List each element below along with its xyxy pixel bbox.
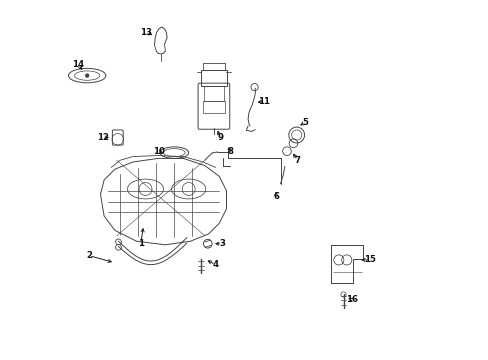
Text: 5: 5: [302, 118, 307, 127]
Text: 4: 4: [212, 260, 218, 269]
Text: 15: 15: [363, 256, 375, 264]
Bar: [203, 101, 224, 113]
Circle shape: [85, 74, 88, 77]
Text: 6: 6: [273, 192, 279, 201]
Text: 11: 11: [258, 97, 270, 106]
Text: 12: 12: [97, 133, 109, 142]
Text: 14: 14: [72, 60, 84, 69]
Bar: [204, 86, 223, 101]
Text: 2: 2: [86, 251, 92, 260]
Text: 7: 7: [294, 156, 300, 165]
Bar: [201, 70, 226, 86]
Text: 1: 1: [138, 238, 143, 248]
Text: 9: 9: [217, 133, 223, 142]
Text: 13: 13: [140, 28, 152, 37]
Text: 16: 16: [345, 295, 357, 304]
Text: 3: 3: [219, 239, 224, 248]
Text: 8: 8: [226, 147, 233, 156]
Text: 10: 10: [153, 148, 164, 156]
